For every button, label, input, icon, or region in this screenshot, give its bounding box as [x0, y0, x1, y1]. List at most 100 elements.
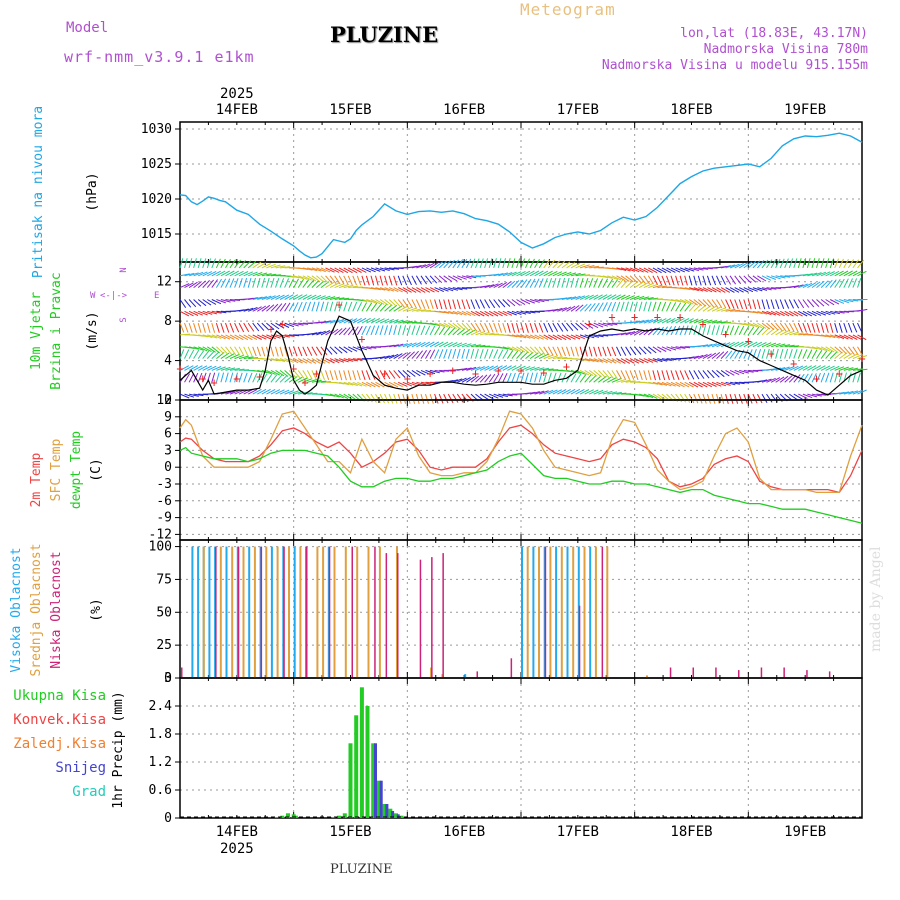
- precip-total-bar: [365, 706, 370, 818]
- day-label-top: 19FEB: [784, 102, 826, 118]
- wind-barb: [184, 322, 189, 333]
- wind-barb: [447, 299, 452, 310]
- cloud-mid-bar: [367, 546, 370, 678]
- wind-barb: [343, 381, 354, 386]
- wind-barb: [720, 299, 727, 309]
- wind-barb: [688, 275, 693, 286]
- wind-barb: [520, 310, 531, 314]
- wind-barb: [261, 322, 270, 331]
- wind-barb: [266, 295, 276, 300]
- wind-barb: [466, 322, 474, 332]
- wind-barb: [329, 370, 334, 381]
- wind-barb: [425, 287, 435, 293]
- wind-barb: [847, 259, 855, 269]
- y-tick-label: 1.2: [149, 755, 172, 770]
- wind-barb: [461, 322, 470, 331]
- wind-barb: [320, 346, 328, 356]
- wind-barb: [261, 277, 266, 288]
- y-tick-label: 4: [164, 354, 172, 369]
- wind-barb: [329, 393, 340, 398]
- wind-barb: [693, 299, 703, 306]
- wind-barb: [538, 353, 549, 360]
- wind-barb: [730, 309, 741, 312]
- cloud-high-label: Visoka Oblacnost: [9, 547, 24, 672]
- wind-barb: [270, 346, 275, 357]
- wind-barb: [748, 310, 759, 314]
- wind-barb: [639, 296, 650, 300]
- wind-barb: [766, 342, 776, 348]
- wind-barb: [475, 299, 481, 309]
- wind-barb: [625, 301, 629, 312]
- wind-barb: [384, 287, 395, 292]
- cloud-low-bar: [601, 546, 604, 678]
- wind-barb: [588, 346, 593, 357]
- wind-barb: [193, 281, 202, 288]
- wind-barb: [307, 379, 318, 383]
- wind-barb: [729, 263, 740, 269]
- wind-barb: [488, 349, 494, 359]
- wind-barb: [247, 322, 255, 332]
- wind-gust-marker: +: [256, 369, 263, 383]
- wind-barb: [734, 369, 745, 375]
- wind-barb: [584, 294, 594, 300]
- precip-total-bar: [331, 817, 336, 818]
- wind-barb: [320, 267, 331, 273]
- pressure-line: [179, 132, 863, 259]
- wind-barb: [211, 322, 216, 333]
- wind-barb: [643, 346, 652, 354]
- wind-barb: [834, 310, 845, 314]
- wind-barb: [502, 365, 512, 371]
- wind-gust-marker: +: [858, 352, 865, 366]
- wind-barb: [629, 346, 637, 356]
- precip-total-bar: [348, 743, 353, 818]
- wind-barb: [193, 258, 197, 269]
- wind-barb: [448, 342, 458, 348]
- wind-barb: [829, 270, 840, 277]
- wind-barb: [198, 334, 209, 338]
- wind-barb: [779, 258, 785, 269]
- wind-barb: [279, 370, 289, 377]
- wind-barb: [352, 326, 359, 336]
- wind-barb: [838, 322, 843, 333]
- wind-barb: [293, 294, 303, 300]
- wind-barb: [666, 317, 676, 324]
- wind-barb: [202, 372, 207, 383]
- wind-barb: [325, 393, 336, 397]
- wind-barb: [511, 310, 522, 315]
- wind-gust-marker: +: [233, 371, 240, 385]
- wind-barb: [720, 325, 725, 336]
- cloud-low-bar: [385, 553, 388, 678]
- wind-barb: [216, 310, 227, 314]
- wind-barb: [770, 258, 777, 269]
- wind-barb: [834, 270, 844, 277]
- wind-barb: [243, 271, 254, 277]
- wind-barb: [388, 381, 399, 388]
- wind-barb: [484, 393, 494, 400]
- wind-barb: [761, 275, 772, 281]
- wind-barb: [493, 273, 504, 277]
- wind-barb: [720, 369, 730, 377]
- wind-barb: [438, 260, 447, 269]
- wind-barb: [393, 370, 401, 379]
- wind-barb: [534, 372, 538, 383]
- wind-gust-marker: +: [631, 310, 638, 324]
- wind-barb: [834, 279, 841, 288]
- wind-barb: [556, 322, 564, 332]
- wind-barb: [207, 310, 218, 315]
- wind-barb: [525, 278, 532, 288]
- pressure-unit: (hPa): [85, 172, 100, 211]
- wind-barb: [634, 267, 644, 273]
- wind-barb: [611, 391, 622, 395]
- cloud-high-bar: [555, 546, 558, 678]
- wind-barb: [648, 267, 658, 274]
- compass-e: E: [154, 291, 159, 301]
- wind-barb: [598, 390, 608, 395]
- wind-barb: [461, 348, 466, 359]
- wind-barb: [848, 353, 858, 360]
- wind-barb: [302, 346, 308, 357]
- wind-barb: [261, 263, 272, 269]
- wind-barb: [857, 372, 861, 383]
- wind-barb: [361, 381, 372, 388]
- wind-barb: [197, 350, 205, 359]
- temp-2m-label: 2m Temp: [29, 452, 44, 507]
